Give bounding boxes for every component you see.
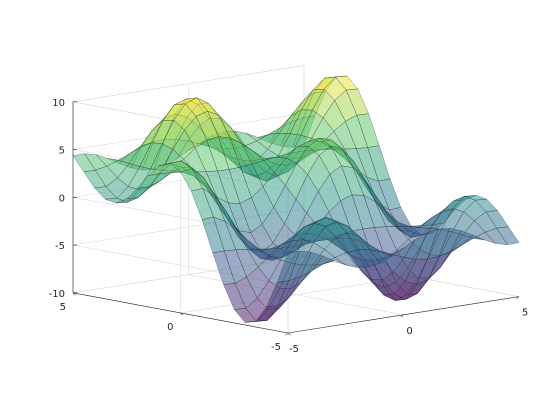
y-tick-label: 5 bbox=[60, 302, 66, 313]
x-tick-label: 5 bbox=[522, 308, 528, 319]
x-tick-label: -5 bbox=[289, 344, 299, 355]
y-tick-mark bbox=[180, 312, 184, 316]
z-tick-label: -10 bbox=[49, 289, 65, 300]
surface-face bbox=[276, 250, 300, 283]
x-tick-label: 0 bbox=[406, 326, 412, 337]
y-tick-label: 0 bbox=[167, 322, 173, 333]
y-tick-mark bbox=[72, 292, 76, 296]
y-tick-label: -5 bbox=[271, 342, 281, 353]
tick-labels: -5 0 5 -5 0 5 -10 -5 0 5 10 bbox=[49, 98, 529, 355]
x-tick-mark bbox=[516, 296, 520, 300]
x-tick-mark bbox=[285, 332, 289, 336]
z-tick-label: 10 bbox=[52, 98, 65, 109]
box-edge bbox=[72, 65, 305, 103]
z-tick-label: -5 bbox=[55, 241, 65, 252]
y-tick-mark bbox=[287, 332, 291, 336]
z-tick-label: 0 bbox=[59, 193, 65, 204]
z-tick-label: 5 bbox=[59, 146, 65, 157]
surface-mesh bbox=[72, 75, 520, 323]
x-tick-mark bbox=[400, 314, 404, 318]
